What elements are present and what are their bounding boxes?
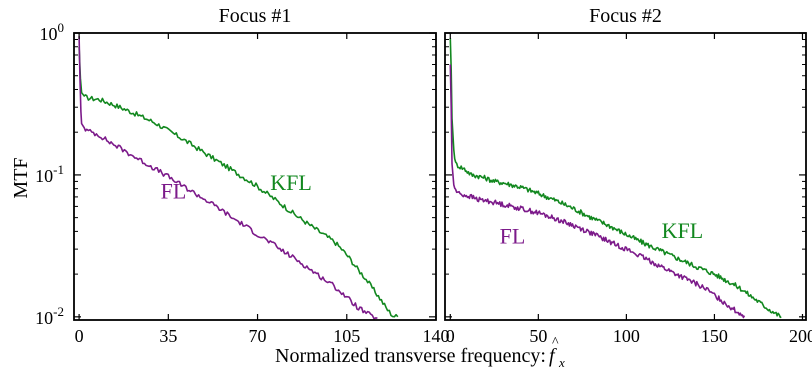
x-tick-label: 105 — [333, 326, 360, 346]
series-label-fl: FL — [500, 223, 526, 248]
series-label-kfl: KFL — [270, 170, 312, 195]
x-tick-label: 150 — [701, 326, 728, 346]
x-axis-symbol-subscript: x — [558, 355, 565, 370]
series-line-fl — [449, 64, 746, 319]
series-line-fl — [78, 36, 378, 320]
panel-title: Focus #2 — [589, 5, 662, 27]
y-axis-label: MTF — [10, 157, 32, 198]
x-tick-label: 50 — [529, 326, 547, 346]
x-tick-label: 35 — [159, 326, 177, 346]
series-label-kfl: KFL — [662, 218, 704, 243]
x-tick-label: 0 — [446, 326, 455, 346]
x-tick-label: 100 — [613, 326, 640, 346]
x-tick-label: 200 — [789, 326, 812, 346]
chart-panel-1: Focus #1 KFL FL 0 35 70 105 140 100 10-1 10-2 — [35, 5, 449, 346]
x-tick-label: 140 — [423, 326, 450, 346]
y-tick-label: 10-1 — [35, 162, 64, 186]
plot-frame — [444, 32, 807, 321]
series-label-fl: FL — [161, 179, 187, 204]
x-tick-label: 0 — [75, 326, 84, 346]
x-axis-symbol-hat: ^ — [552, 335, 559, 350]
plot-frame — [73, 32, 437, 321]
x-axis-symbol: ^ f x — [549, 335, 565, 370]
x-axis-symbol-letter: f — [549, 345, 557, 367]
y-tick-label: 100 — [40, 20, 65, 44]
chart-panel-2: Focus #2 KFL FL 0 50 100 150 200 — [444, 5, 812, 346]
panel-title: Focus #1 — [219, 5, 292, 27]
x-tick-label: 70 — [249, 326, 267, 346]
y-tick-label: 10-2 — [35, 304, 64, 328]
series-line-kfl — [449, 38, 782, 319]
x-axis-label: Normalized transverse frequency: — [275, 345, 546, 367]
series-line-kfl — [78, 46, 399, 318]
